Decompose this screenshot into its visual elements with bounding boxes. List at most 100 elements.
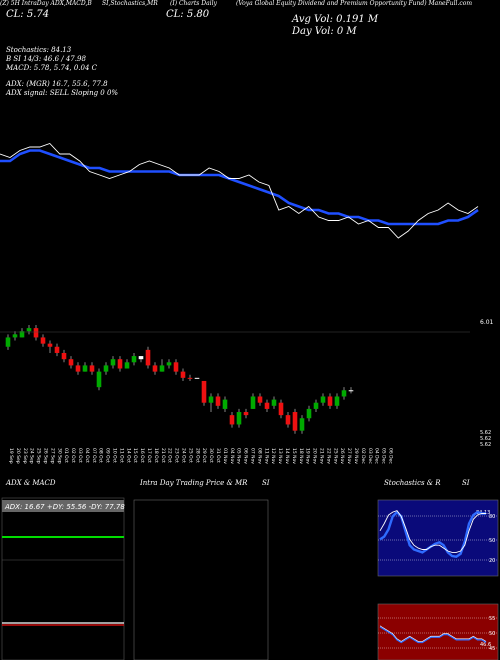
date-label: 08 Nov [256,448,262,464]
date-label: 30 Sep [56,448,62,464]
stochastics-line [379,510,486,558]
date-label: 19 Nov [305,448,311,464]
candle-body [278,402,284,416]
date-label: 22 Nov [325,448,331,464]
candle-body [264,402,270,409]
adx-panel [1,497,125,660]
adx-values-bar [2,500,124,512]
candle-body [320,396,326,403]
candle-body [12,334,18,338]
date-label: 06 Dec [388,448,394,464]
cl-left: CL: 5.74 [6,9,50,20]
candle-body [117,359,123,369]
candle-body [159,365,165,372]
date-label: 09 Oct [105,448,111,463]
date-label: 19 Sep [8,448,14,464]
date-label: 04 Oct [84,448,90,463]
ma-line [0,149,479,226]
fund-name: (Voya Global Equity Dividend and Premium… [236,0,473,7]
mr-panel-title: Intra Day Trading Price & MR [140,479,248,487]
candle-body [75,365,81,372]
date-label: 16 Oct [139,448,145,463]
date-label: 03 Oct [77,448,83,463]
candle-body [215,396,221,406]
stoch-label-bot: 20 [489,558,495,564]
candle-body [285,415,291,425]
candle-body [236,412,242,425]
main-chart: 6.01 5.62 5.62 5.62 19 Sep 20 Sep 23 Sep 24… [0,142,494,464]
date-label: 18 Nov [298,448,304,464]
date-label: 11 Nov [263,448,269,464]
bottom-panels: ADX: 16.67 +DY: 55.56 -DY: 77.78 80 50 2… [1,497,499,660]
candle-body [313,402,319,409]
price-low-label: 5.62 [480,430,491,436]
date-label: 15 Oct [132,448,138,463]
candle-body [110,359,116,366]
si2-panel-title: SI [462,479,470,487]
candle-body [145,349,151,366]
candle-body [327,396,333,406]
date-label: 20 Sep [15,448,21,464]
candle-body [33,328,39,338]
date-label: 29 Nov [353,448,359,464]
candle-body [334,396,340,406]
mr-panel [133,499,269,660]
candle-body [257,396,263,403]
si-label-mid: 50 [489,631,495,637]
date-label: 23 Sep [22,448,28,464]
candle-body [173,362,179,372]
date-label: 01 Oct [63,448,69,463]
date-label: 14 Oct [125,448,131,463]
date-label: 24 Oct [181,448,187,463]
date-label: 07 Nov [250,448,256,464]
date-label: 25 Oct [187,448,193,463]
date-label: 22 Oct [167,448,173,463]
candle-body [250,396,256,409]
adx-text: ADX: (MGR) 16.7, 55.6, 77.8 [6,80,108,88]
date-label: 26 Sep [43,448,49,464]
date-label: 14 Nov [284,448,290,464]
candle-body [222,399,228,409]
date-label: 05 Dec [381,448,387,464]
stoch-panel-title: Stochastics & R [384,479,441,487]
date-label: 23 Oct [174,448,180,463]
date-label: 04 Nov [229,448,235,464]
si-label-bot: 45 [489,646,495,652]
price-low-label-3: 5.62 [480,442,491,448]
candle-body [292,412,298,431]
candle-body [26,328,32,332]
candle-body [124,362,130,369]
date-label: 18 Oct [153,448,159,463]
date-label: 17 Oct [146,448,152,463]
date-label: 07 Oct [91,448,97,463]
candle-body [89,365,95,372]
adx-values-text: ADX: 16.67 +DY: 55.56 -DY: 77.78 [4,503,125,511]
candle-body [201,380,207,403]
date-label: 21 Oct [160,448,166,463]
candle-body [166,362,172,366]
si-signal-line [379,625,487,642]
day-vol: Day Vol: 0 M [292,26,357,37]
si-text: B SI 14/3: 46.6 / 47.98 [6,55,86,63]
date-label: 11 Oct [118,448,124,463]
candle-body [243,412,249,416]
si-value: 46.6 [480,642,491,648]
date-label: 02 Dec [360,448,366,464]
chart-extra: (I) Charts Daily [170,0,217,7]
stoch-label-top: 80 [489,514,495,520]
date-label: 10 Oct [112,448,118,463]
close-line: CL: 5.80 [166,9,210,20]
si-label-top: 55 [489,616,495,622]
header-line: (Z) 5H IntraDay ADX,MACD,B SI,Stochastic… [0,0,490,12]
date-label: 21 Nov [319,448,325,464]
candle-body [299,418,305,431]
candle-body [131,356,137,363]
candle-body [54,346,60,353]
price-top-label: 6.01 [480,319,494,326]
candle-body [152,365,158,372]
date-label: 31 Oct [215,448,221,463]
candle-body [68,359,74,366]
date-label: 03 Dec [367,448,373,464]
candle-body [187,377,193,379]
date-label: 24 Sep [29,448,35,464]
